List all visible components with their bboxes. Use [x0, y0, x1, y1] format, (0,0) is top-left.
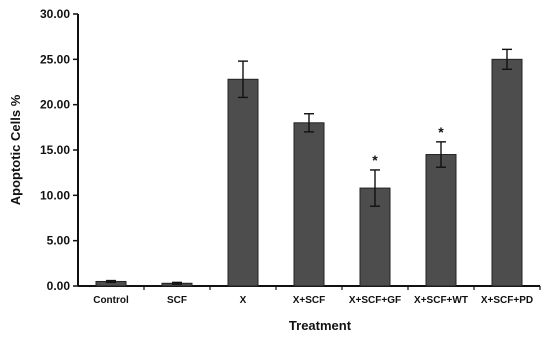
y-axis-title: Apoptotic Cells %: [8, 94, 23, 205]
y-tick-label: 10.00: [40, 188, 70, 202]
y-tick-label: 15.00: [40, 143, 70, 157]
y-tick-label: 25.00: [40, 52, 70, 66]
bar: [425, 154, 457, 287]
x-tick-label: X+SCF+WT: [414, 295, 468, 306]
bar: [491, 58, 523, 287]
bar: [293, 122, 325, 287]
y-tick-label: 5.00: [47, 234, 71, 248]
x-tick-label: SCF: [167, 295, 187, 306]
x-tick-label: Control: [93, 295, 129, 306]
y-tick-label: 0.00: [47, 279, 71, 293]
significance-marker: *: [438, 124, 444, 140]
x-axis-title: Treatment: [289, 318, 352, 333]
bar: [227, 78, 259, 287]
y-tick-label: 30.00: [40, 7, 70, 21]
plot-area: 0.00 5.00 10.00 15.00 20.00 25.00 30.00 Control…: [40, 7, 541, 306]
x-tick-label: X+SCF: [293, 295, 326, 306]
x-tick-label: X: [240, 295, 247, 306]
y-tick-label: 20.00: [40, 98, 70, 112]
x-tick-label: X+SCF+GF: [349, 295, 401, 306]
x-tick-label: X+SCF+PD: [481, 295, 533, 306]
significance-marker: *: [372, 152, 378, 168]
